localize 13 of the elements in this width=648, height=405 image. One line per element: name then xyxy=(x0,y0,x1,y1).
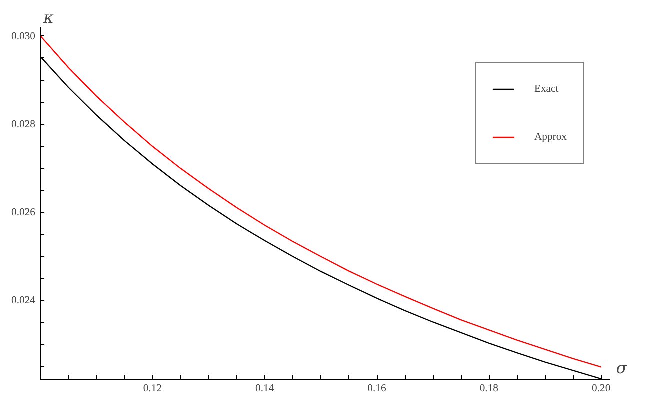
legend-label: Exact xyxy=(534,84,559,94)
x-axis-title: σ xyxy=(616,358,628,378)
y-tick-label: 0.024 xyxy=(12,296,36,307)
legend-label: Approx xyxy=(534,132,567,142)
y-axis-title: κ xyxy=(42,8,54,28)
y-tick-label: 0.030 xyxy=(12,31,36,42)
x-tick-label: 0.20 xyxy=(592,384,611,394)
y-tick-label: 0.028 xyxy=(12,120,36,131)
y-tick-label: 0.026 xyxy=(12,208,36,219)
x-tick-label: 0.18 xyxy=(480,384,498,394)
x-tick-label: 0.16 xyxy=(368,384,387,394)
x-tick-label: 0.14 xyxy=(256,384,275,394)
x-tick-label: 0.12 xyxy=(143,384,162,394)
